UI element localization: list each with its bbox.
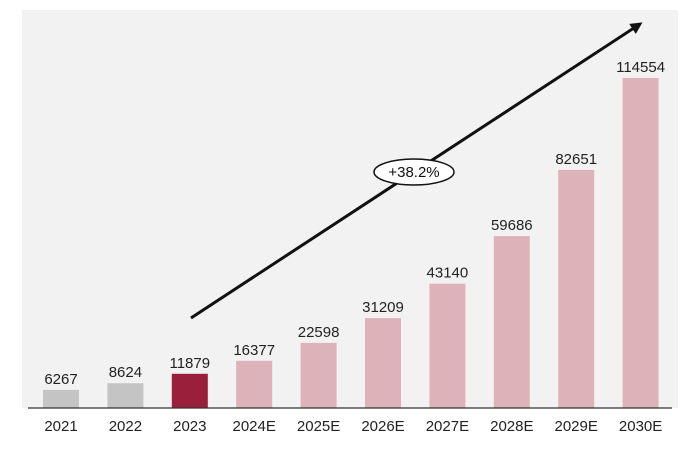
bar-2027e xyxy=(429,283,466,408)
bar-2023 xyxy=(171,373,208,408)
value-label-2021: 6267 xyxy=(44,371,77,388)
bar-2028e xyxy=(493,236,530,408)
value-label-2024e: 16377 xyxy=(233,342,275,359)
value-label-2026e: 31209 xyxy=(362,299,404,316)
value-label-2023: 11879 xyxy=(169,355,210,372)
x-tick-2029e: 2029E xyxy=(555,418,598,435)
value-label-2022: 8624 xyxy=(109,364,142,381)
value-label-2025e: 22598 xyxy=(298,324,340,341)
x-tick-2024e: 2024E xyxy=(233,418,276,435)
value-label-2030e: 114554 xyxy=(616,59,665,76)
bar-2022 xyxy=(107,383,144,408)
bar-2026e xyxy=(365,318,401,408)
x-tick-labels-layer: 2021 2022 2023 2024E 2025E 2026E 2027E 2028E 202… xyxy=(44,418,662,435)
value-label-2029e: 82651 xyxy=(555,151,597,168)
bar-2029e xyxy=(558,169,595,408)
x-tick-2027e: 2027E xyxy=(426,418,469,435)
x-tick-2021: 2021 xyxy=(44,418,77,435)
cagr-annotation: +38.2% xyxy=(373,158,455,186)
cagr-label: +38.2% xyxy=(388,164,439,181)
x-tick-2028e: 2028E xyxy=(490,418,533,435)
x-tick-2023: 2023 xyxy=(173,418,206,435)
x-tick-2022: 2022 xyxy=(109,418,142,435)
value-label-2028e: 59686 xyxy=(491,217,533,234)
bar-2021 xyxy=(43,389,79,408)
x-tick-2030e: 2030E xyxy=(619,418,662,435)
bar-2030e xyxy=(622,78,659,408)
x-tick-2025e: 2025E xyxy=(297,418,340,435)
value-label-2027e: 43140 xyxy=(427,265,469,282)
bars-layer xyxy=(43,78,659,408)
x-tick-2026e: 2026E xyxy=(361,418,404,435)
value-labels-layer: 6267 8624 11879 16377 22598 31209 43140 59686 82… xyxy=(44,59,665,388)
bar-2025e xyxy=(300,342,337,408)
bar-2024e xyxy=(236,360,273,408)
cagr-ellipse xyxy=(373,158,455,186)
